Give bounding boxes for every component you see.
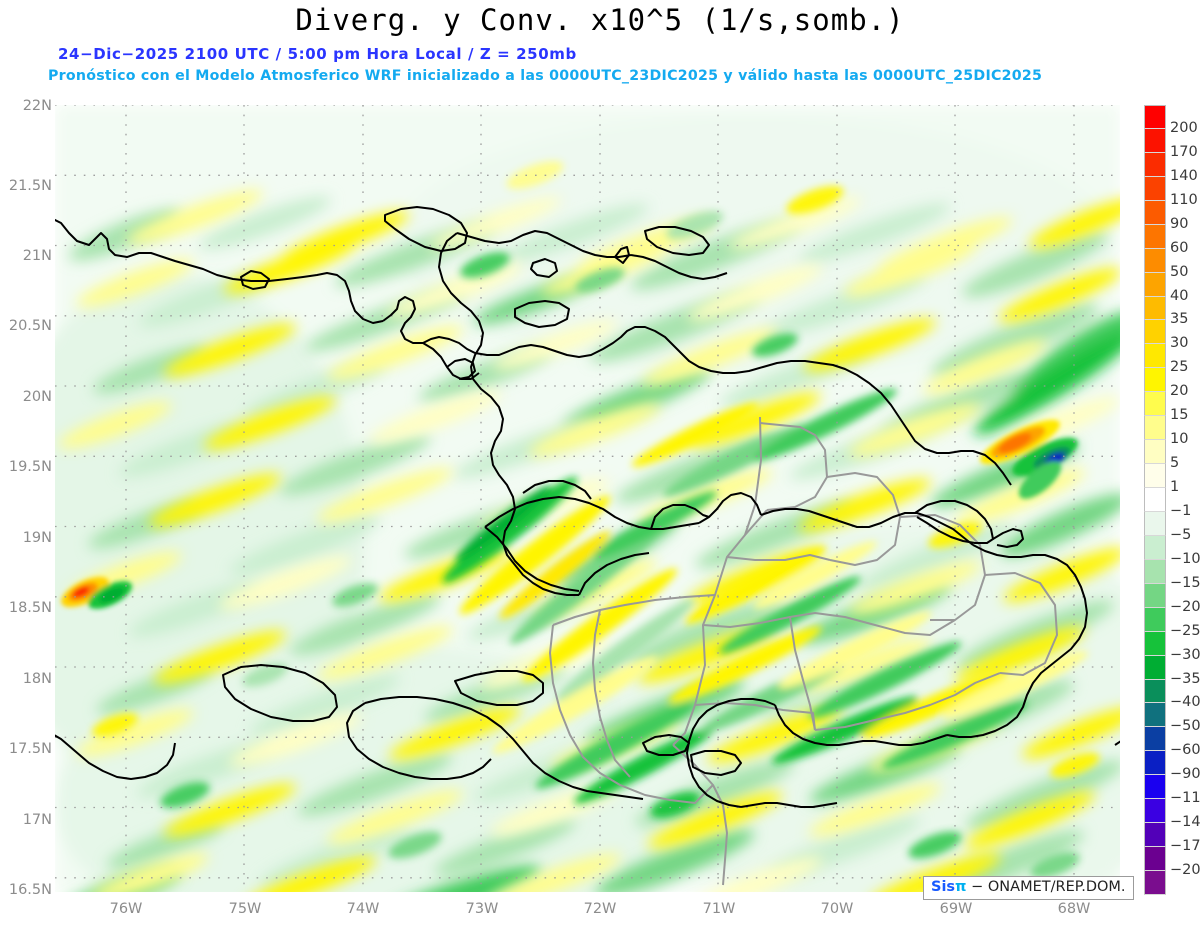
colorbar-label-4: 90: [1170, 215, 1189, 232]
colorbar-label-29: −140: [1170, 814, 1200, 831]
colorbar-cell-7: [1144, 272, 1166, 297]
colorbar-label-17: −5: [1170, 526, 1192, 543]
colorbar-label-13: 10: [1170, 431, 1189, 448]
colorbar-label-11: 20: [1170, 383, 1189, 400]
model-description-subtitle: Pronóstico con el Modelo Atmosferico WRF…: [48, 68, 1043, 84]
colorbar-label-15: 1: [1170, 479, 1180, 496]
colorbar-cell-30: [1144, 823, 1166, 848]
colorbar-cell-27: [1144, 751, 1166, 776]
logo-org-text: − ONAMET/REP.DOM.: [971, 879, 1126, 895]
page-title: Diverg. y Conv. x10^5 (1/s,somb.): [295, 3, 905, 37]
colorbar-cell-14: [1144, 440, 1166, 465]
colorbar-cell-9: [1144, 320, 1166, 345]
colorbar-label-27: −90: [1170, 766, 1200, 783]
colorbar-label-25: −50: [1170, 718, 1200, 735]
colorbar-cell-5: [1144, 224, 1166, 249]
colorbar-cell-29: [1144, 799, 1166, 824]
colorbar-label-28: −110: [1170, 790, 1200, 807]
colorbar-cell-25: [1144, 703, 1166, 728]
xtick-68W: 68W: [1057, 901, 1091, 917]
xtick-74W: 74W: [346, 901, 380, 917]
province-boundaries: [549, 416, 1058, 886]
colorbar-cell-1: [1144, 128, 1166, 153]
colorbar-cell-16: [1144, 488, 1166, 512]
colorbar-cell-28: [1144, 775, 1166, 800]
colorbar-cell-6: [1144, 248, 1166, 273]
colorbar-label-0: 200: [1170, 119, 1198, 136]
colorbar-cell-13: [1144, 416, 1166, 441]
colorbar-cell-17: [1144, 511, 1166, 536]
divergence-field: [55, 105, 1120, 892]
ytick-19N: 19N: [22, 530, 52, 546]
colorbar-cell-8: [1144, 296, 1166, 321]
colorbar-label-7: 40: [1170, 287, 1189, 304]
colorbar-cell-4: [1144, 200, 1166, 225]
ytick-22N: 22N: [22, 98, 52, 114]
agency-logo: Sisπ − ONAMET/REP.DOM.: [923, 876, 1134, 900]
xtick-71W: 71W: [702, 901, 736, 917]
colorbar-label-24: −40: [1170, 694, 1200, 711]
xtick-76W: 76W: [109, 901, 143, 917]
colorbar-cell-22: [1144, 631, 1166, 656]
colorbar-cell-3: [1144, 176, 1166, 201]
colorbar-cell-15: [1144, 464, 1166, 488]
colorbar-cell-19: [1144, 559, 1166, 584]
colorbar-label-20: −20: [1170, 598, 1200, 615]
colorbar-label-8: 35: [1170, 311, 1189, 328]
colorbar-cell-26: [1144, 727, 1166, 752]
ytick-16.5N: 16.5N: [8, 882, 52, 898]
colorbar-cell-11: [1144, 368, 1166, 393]
ytick-20.5N: 20.5N: [8, 318, 52, 334]
colorbar-cell-20: [1144, 583, 1166, 608]
map-plot-area: [55, 105, 1120, 892]
ytick-21N: 21N: [22, 248, 52, 264]
colorbar-cell-21: [1144, 607, 1166, 632]
forecast-datetime-subtitle: 24−Dic−2025 2100 UTC / 5:00 pm Hora Loca…: [58, 45, 577, 63]
colorbar-label-1: 170: [1170, 143, 1198, 160]
colorbar-label-9: 30: [1170, 335, 1189, 352]
colorbar-cell-32: [1144, 871, 1166, 895]
colorbar-label-12: 15: [1170, 407, 1189, 424]
colorbar-cell-2: [1144, 152, 1166, 177]
ytick-17N: 17N: [22, 812, 52, 828]
colorbar-label-21: −25: [1170, 622, 1200, 639]
ytick-21.5N: 21.5N: [8, 178, 52, 194]
colorbar-cell-23: [1144, 655, 1166, 680]
xtick-72W: 72W: [583, 901, 617, 917]
ytick-18.5N: 18.5N: [8, 600, 52, 616]
colorbar-label-3: 110: [1170, 191, 1198, 208]
colorbar-cell-12: [1144, 392, 1166, 417]
logo-pi-symbol: π: [955, 879, 967, 895]
xtick-75W: 75W: [228, 901, 262, 917]
colorbar-cell-10: [1144, 344, 1166, 369]
colorbar-label-10: 25: [1170, 359, 1189, 376]
colorbar-cell-18: [1144, 535, 1166, 560]
ytick-18N: 18N: [22, 671, 52, 687]
colorbar-cell-0: [1144, 105, 1166, 129]
colorbar-label-14: 5: [1170, 455, 1180, 472]
colorbar-label-23: −35: [1170, 670, 1200, 687]
colorbar-cell-24: [1144, 679, 1166, 704]
logo-brand-text: Sis: [931, 879, 956, 895]
colorbar-label-30: −170: [1170, 838, 1200, 855]
coastlines: [55, 206, 1120, 808]
ytick-17.5N: 17.5N: [8, 741, 52, 757]
colorbar-label-19: −15: [1170, 574, 1200, 591]
colorbar-label-16: −1: [1170, 502, 1192, 519]
colorbar-label-31: −200: [1170, 862, 1200, 879]
colorbar-label-18: −10: [1170, 550, 1200, 567]
colorbar-label-26: −60: [1170, 742, 1200, 759]
colorbar-label-22: −30: [1170, 646, 1200, 663]
colorbar-label-5: 60: [1170, 239, 1189, 256]
xtick-69W: 69W: [939, 901, 973, 917]
xtick-73W: 73W: [465, 901, 499, 917]
colorbar-label-6: 50: [1170, 263, 1189, 280]
colorbar-cell-31: [1144, 847, 1166, 871]
colorbar-label-2: 140: [1170, 167, 1198, 184]
colorbar: [1144, 105, 1166, 895]
ytick-19.5N: 19.5N: [8, 459, 52, 475]
ytick-20N: 20N: [22, 389, 52, 405]
xtick-70W: 70W: [820, 901, 854, 917]
